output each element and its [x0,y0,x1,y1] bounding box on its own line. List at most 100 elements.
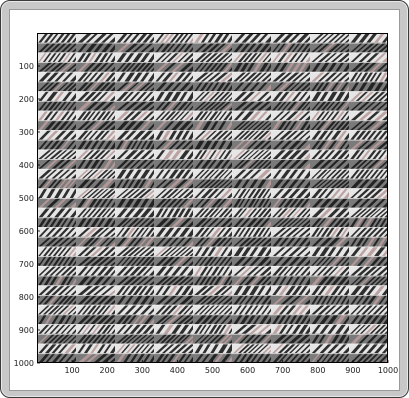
y-tick-label: 700 [19,260,34,269]
heatmap-cell [271,236,316,247]
heatmap-cell [193,265,237,276]
heatmap-cell [193,314,239,325]
heatmap-cell [310,295,354,306]
heatmap-cell [115,110,162,121]
heatmap-cell [76,333,122,344]
heatmap-cell [310,227,355,238]
heatmap-cell [232,256,278,267]
heatmap-cell [76,42,121,53]
heatmap-cell [37,295,84,306]
heatmap-cell [232,52,278,63]
heatmap-cell [349,246,388,257]
heatmap-cell [349,198,388,209]
heatmap-cell [115,71,159,82]
heatmap-cell [310,91,353,102]
heatmap-cell [271,285,315,296]
heatmap-cell [115,295,159,306]
heatmap-cell [154,42,199,53]
heatmap-cell [271,256,317,267]
heatmap-cell [37,236,86,247]
heatmap-cell [115,227,161,238]
heatmap-cell [232,314,276,325]
heatmap-cell [310,168,358,179]
heatmap-cell [76,256,124,267]
y-tick-label: 200 [19,95,34,104]
heatmap-cell [310,265,357,276]
heatmap-cell [271,120,315,131]
heatmap-cell [310,198,356,209]
heatmap-cell [271,42,317,53]
heatmap-cell [349,149,388,160]
heatmap-cell [76,159,120,170]
heatmap-cell [76,139,120,150]
heatmap-cell [349,256,388,267]
heatmap-cell [310,333,353,344]
heatmap-cell [349,52,388,63]
heatmap-cell [193,275,237,286]
heatmap-cell [37,343,83,354]
heatmap-cell [37,139,83,150]
y-tick-label: 300 [19,128,34,137]
y-tick-label: 400 [19,161,34,170]
heatmap-cell [349,207,388,218]
heatmap-cell [193,333,242,344]
heatmap-cell [76,295,124,306]
heatmap-cell [37,91,81,102]
heatmap-cell [37,353,83,363]
heatmap-cell [37,314,80,325]
heatmap-cell [193,168,241,179]
x-tick-label: 500 [205,366,220,375]
heatmap-cell [310,217,356,228]
y-tick-label: 1000 [14,359,34,368]
heatmap-cell [349,304,388,315]
heatmap-cell [193,227,239,238]
heatmap-cell [310,246,353,257]
x-tick-label: 900 [345,366,360,375]
heatmap-cell [271,275,315,286]
heatmap-cell [349,100,388,111]
heatmap-cell [193,324,237,335]
heatmap-cell [310,130,355,141]
heatmap-cell [310,236,357,247]
heatmap-cell [115,285,160,296]
heatmap-cell [349,159,388,170]
heatmap-cell [271,52,317,63]
heatmap-cell [115,246,165,257]
heatmap-cell [76,265,121,276]
heatmap-cell [115,207,161,218]
heatmap-cell [115,62,161,73]
heatmap-cell [37,275,80,286]
heatmap-cell [349,62,388,73]
heatmap-cell [193,198,239,209]
heatmap-cell [115,178,158,189]
heatmap-cell [349,285,388,296]
heatmap-cell [310,42,359,53]
heatmap-cell [232,207,278,218]
heatmap-cell [349,120,388,131]
heatmap-cell [232,285,274,296]
heatmap-cell [271,217,320,228]
heatmap-cell [271,168,316,179]
heatmap-cell [193,81,238,92]
heatmap-cell [310,62,353,73]
heatmap-cell [154,149,198,160]
heatmap-cell [271,91,316,102]
heatmap-cell [193,110,239,121]
heatmap-cell [37,217,80,228]
x-tick-label: 300 [135,366,150,375]
heatmap-cell [271,71,320,82]
heatmap-cell [349,227,388,238]
heatmap-cell [349,314,388,325]
heatmap-cell [154,33,199,44]
heatmap-cell [154,198,202,209]
x-tick-label: 400 [170,366,185,375]
heatmap-cell [232,295,278,306]
heatmap-cell [193,139,236,150]
heatmap-cell [271,314,315,325]
heatmap-cell [115,120,160,131]
heatmap-cell [37,246,83,257]
x-tick-label: 1000 [378,366,398,375]
heatmap-cell [115,304,161,315]
heatmap-cell [76,304,122,315]
